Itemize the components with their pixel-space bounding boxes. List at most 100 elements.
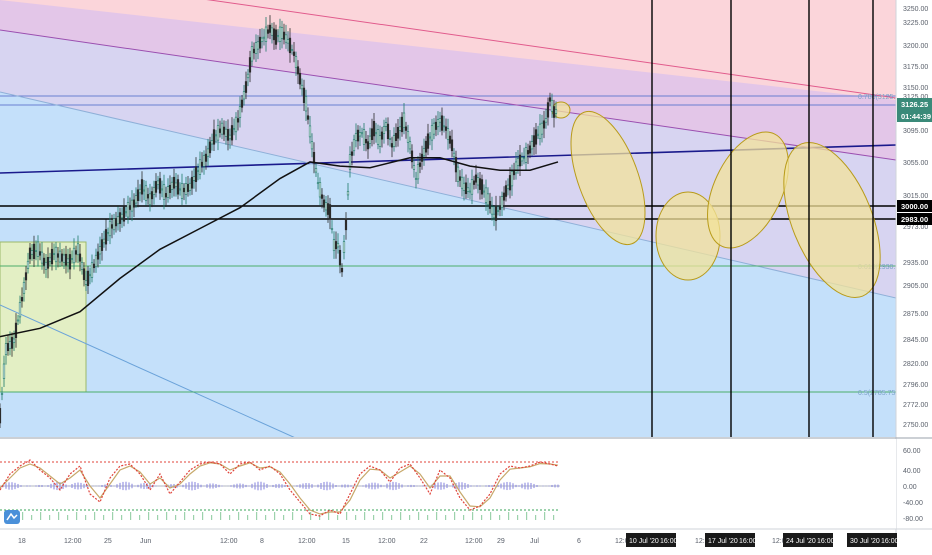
candle-body (55, 247, 57, 262)
volume-tick (229, 515, 230, 520)
candle-body (37, 242, 39, 257)
candle-body (91, 263, 93, 278)
osc-histogram-bar (512, 483, 514, 489)
volume-tick (283, 515, 284, 520)
candle-body (143, 190, 145, 191)
candle-body (111, 225, 113, 229)
candle-body (155, 181, 157, 192)
volume-tick (445, 515, 446, 520)
candle-body (133, 200, 135, 207)
candle-body (271, 28, 273, 35)
candle-body (243, 92, 245, 99)
candle-body (391, 143, 393, 147)
candle-body (325, 203, 327, 210)
candle-body (425, 141, 427, 152)
candle-body (489, 201, 491, 208)
candle-body (389, 138, 391, 139)
volume-tick (40, 512, 41, 520)
candle-body (205, 154, 207, 161)
candle-body (193, 177, 195, 181)
candle-body (101, 240, 103, 251)
candle-body (175, 183, 177, 187)
osc-histogram-bar (11, 482, 13, 490)
candle-body (251, 46, 253, 61)
candle-body (75, 251, 77, 255)
candle-body (167, 187, 169, 198)
candle-body (265, 27, 267, 42)
candle-body (179, 189, 181, 190)
osc-histogram-bar (119, 483, 121, 489)
candle-body (285, 35, 287, 42)
osc-histogram-bar (8, 482, 10, 489)
volume-tick (553, 515, 554, 520)
osc-histogram-bar (377, 483, 379, 488)
osc-histogram-bar (110, 485, 112, 487)
candle-body (487, 194, 489, 205)
candle-body (21, 297, 23, 301)
volume-tick (292, 512, 293, 520)
candle-body (439, 118, 441, 122)
osc-histogram-bar (521, 484, 523, 489)
candle-body (29, 248, 31, 259)
candle-body (455, 157, 457, 172)
candle-body (469, 191, 471, 192)
candle-body (413, 166, 415, 170)
osc-histogram-bar (506, 482, 508, 490)
osc-histogram-bar (260, 482, 262, 491)
candle-body (359, 132, 361, 136)
time-tick-label: 8 (260, 538, 264, 545)
osc-histogram-bar (533, 484, 535, 488)
candle-body (513, 171, 515, 175)
time-tick-label: 25 (104, 538, 112, 545)
candle-body (287, 39, 289, 43)
candle-body (499, 206, 501, 210)
osc-histogram-bar (518, 485, 520, 486)
candle-body (239, 107, 241, 118)
candle-body (457, 167, 459, 182)
candle-body (371, 129, 373, 140)
osc-histogram-bar (386, 484, 388, 489)
candle-body (379, 136, 381, 147)
candle-body (309, 126, 311, 137)
osc-histogram-bar (320, 483, 322, 489)
candle-body (123, 207, 125, 222)
highlighted-time-label: 16:00 (739, 538, 757, 545)
candle-body (209, 142, 211, 153)
osc-histogram-bar (461, 482, 463, 490)
candle-body (537, 134, 539, 135)
osc-histogram-bar (440, 482, 442, 490)
osc-histogram-bar (416, 486, 418, 487)
candle-body (307, 116, 309, 120)
tradingview-logo-icon[interactable] (4, 510, 20, 524)
candle-body (177, 180, 179, 195)
candle-body (181, 184, 183, 199)
candle-body (259, 37, 261, 48)
candle-body (229, 135, 231, 139)
highlighted-time-label: 16:00 (881, 538, 899, 545)
candle-body (475, 175, 477, 182)
volume-tick (472, 512, 473, 520)
candle-body (409, 142, 411, 149)
osc-histogram-bar (128, 482, 130, 489)
volume-tick (166, 512, 167, 520)
osc-histogram-bar (143, 483, 145, 489)
candle-body (211, 140, 213, 144)
price-tick-label: 3015.00 (903, 193, 928, 200)
osc-histogram-bar (365, 484, 367, 487)
price-tick-label: 2845.00 (903, 337, 928, 344)
candle-body (403, 113, 405, 128)
osc-histogram-bar (50, 484, 52, 488)
candle-body (77, 244, 79, 255)
candle-body (227, 129, 229, 140)
osc-histogram-bar (251, 484, 253, 488)
volume-tick (364, 512, 365, 520)
candle-body (367, 142, 369, 149)
osc-histogram-bar (254, 482, 256, 489)
candle-body (505, 186, 507, 197)
candle-body (165, 193, 167, 197)
candle-body (363, 130, 365, 145)
osc-histogram-bar (551, 485, 553, 487)
